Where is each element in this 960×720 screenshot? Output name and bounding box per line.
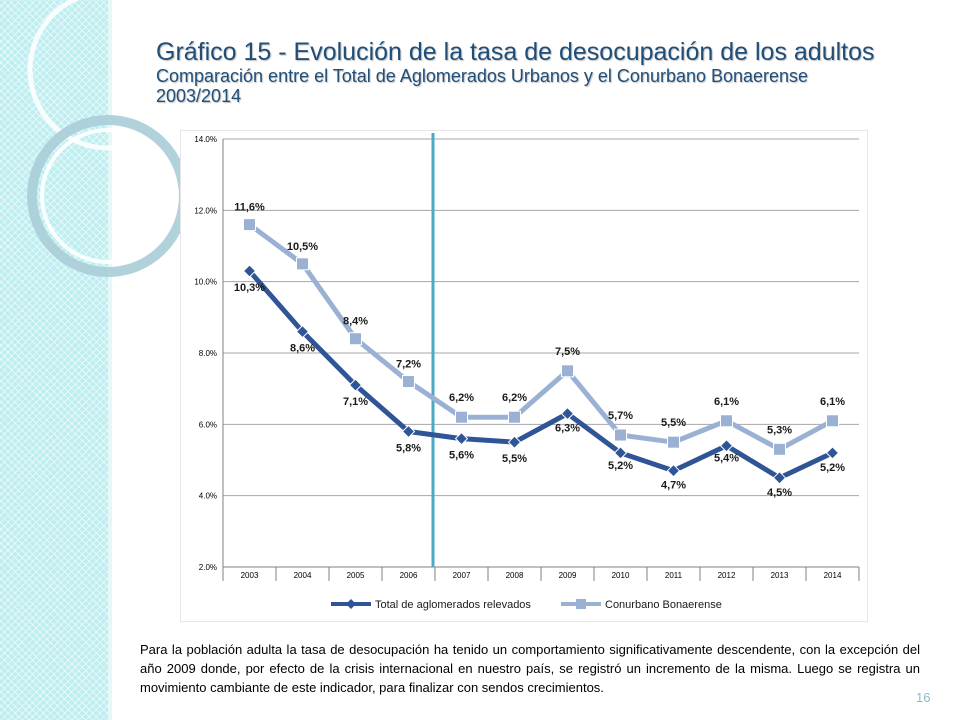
data-point-square <box>296 257 309 271</box>
decorative-circles <box>27 0 180 277</box>
chart-legend: Total de aglomerados relevados Conurbano … <box>331 599 722 611</box>
y-tick-label: 8.0% <box>199 349 217 358</box>
data-point-diamond <box>825 446 840 460</box>
x-tick-label: 2013 <box>771 571 789 580</box>
chart-axes: 2.0% 4.0% 6.0% 8.0% 10.0% 12.0% 14.0% 2003 2004 2… <box>194 133 860 581</box>
x-tick-label: 2007 <box>453 571 471 580</box>
chart-data-labels: 10,3% 8,6% 7,1% 5,8% 5,6% 5,5% 6,3% 5,2% 4,7% 5,4… <box>234 202 845 499</box>
series-line <box>248 222 834 452</box>
data-point-diamond <box>666 463 681 478</box>
data-point-diamond <box>560 406 575 421</box>
y-tick-label: 14.0% <box>194 135 217 144</box>
x-tick-label: 2008 <box>506 571 524 580</box>
data-point-diamond <box>613 446 628 460</box>
data-point-diamond <box>348 378 363 392</box>
data-point-square <box>720 414 733 428</box>
series-line <box>247 269 834 481</box>
data-label: 5,5% <box>661 417 686 429</box>
data-point-diamond <box>454 431 469 446</box>
data-point-square <box>561 364 574 378</box>
data-point-square <box>667 435 680 449</box>
deco-ring-top <box>27 0 180 151</box>
data-point-diamond <box>507 435 522 449</box>
data-label: 8,6% <box>290 343 315 355</box>
data-label: 11,6% <box>234 202 265 214</box>
data-point-square <box>508 410 521 424</box>
data-label: 4,5% <box>767 487 792 499</box>
x-tick-label: 2014 <box>824 571 842 580</box>
data-label: 6,2% <box>502 392 527 404</box>
chart-gridlines <box>223 138 859 568</box>
x-tick-label: 2012 <box>718 571 736 580</box>
data-point-diamond <box>401 424 416 439</box>
data-point-square <box>349 332 362 346</box>
data-label: 10,3% <box>234 282 265 294</box>
y-tick-label: 4.0% <box>199 492 217 501</box>
x-tick-label: 2010 <box>612 571 630 580</box>
data-point-diamond <box>772 471 787 485</box>
x-tick-label: 2005 <box>347 571 365 580</box>
chart-series <box>242 218 840 485</box>
legend-label: Total de aglomerados relevados <box>375 599 531 611</box>
page-number: 16 <box>916 690 931 705</box>
deco-ring-inner <box>40 128 176 264</box>
data-label: 5,5% <box>502 453 527 465</box>
x-tick-label: 2004 <box>294 571 312 580</box>
y-tick-label: 2.0% <box>199 563 217 572</box>
slide-subtitle: Comparación entre el Total de Aglomerado… <box>156 66 809 86</box>
data-label: 5,8% <box>396 442 421 454</box>
line-chart: 2.0% 4.0% 6.0% 8.0% 10.0% 12.0% 14.0% 2003 2004 2… <box>194 133 860 611</box>
data-label: 5,2% <box>608 460 633 472</box>
data-label: 5,6% <box>449 450 474 462</box>
legend-swatch-marker <box>576 599 586 609</box>
data-label: 6,3% <box>555 423 580 435</box>
deco-ring-middle <box>27 115 180 277</box>
data-point-square <box>243 218 256 232</box>
data-label: 5,4% <box>714 453 739 465</box>
x-tick-label: 2011 <box>665 571 683 580</box>
data-label: 8,4% <box>343 316 368 328</box>
x-tick-label: 2006 <box>400 571 418 580</box>
data-point-square <box>455 410 468 424</box>
data-label: 6,2% <box>449 392 474 404</box>
data-point-square <box>826 414 839 428</box>
slide-years: 2003/2014 <box>156 86 242 106</box>
data-label: 4,7% <box>661 480 686 492</box>
title-block: Gráfico 15 - Evolución de la tasa de des… <box>156 38 916 106</box>
data-point-square <box>773 442 786 456</box>
body-paragraph: Para la población adulta la tasa de deso… <box>140 642 920 695</box>
data-label: 6,1% <box>820 396 845 408</box>
chart-container: 2.0% 4.0% 6.0% 8.0% 10.0% 12.0% 14.0% 2003 2004 2… <box>180 130 868 622</box>
data-point-diamond <box>295 324 310 339</box>
data-label: 10,5% <box>287 241 318 253</box>
data-label: 5,3% <box>767 424 792 436</box>
data-label: 6,1% <box>714 396 739 408</box>
data-point-diamond <box>242 264 257 278</box>
data-label: 7,5% <box>555 346 580 358</box>
side-band-edge <box>108 0 112 720</box>
slide-title: Gráfico 15 - Evolución de la tasa de des… <box>156 38 875 66</box>
y-tick-label: 12.0% <box>194 206 217 215</box>
data-label: 7,1% <box>343 396 368 408</box>
y-tick-label: 6.0% <box>199 420 217 429</box>
data-point-square <box>614 428 627 442</box>
legend-swatch-marker <box>346 599 356 609</box>
x-tick-label: 2009 <box>559 571 577 580</box>
legend-label: Conurbano Bonaerense <box>605 599 722 611</box>
data-label: 7,2% <box>396 359 421 371</box>
data-point-square <box>402 375 415 389</box>
y-tick-label: 10.0% <box>194 278 217 287</box>
data-label: 5,7% <box>608 410 633 422</box>
data-label: 5,2% <box>820 462 845 474</box>
data-point-diamond <box>719 439 734 453</box>
x-tick-label: 2003 <box>241 571 259 580</box>
